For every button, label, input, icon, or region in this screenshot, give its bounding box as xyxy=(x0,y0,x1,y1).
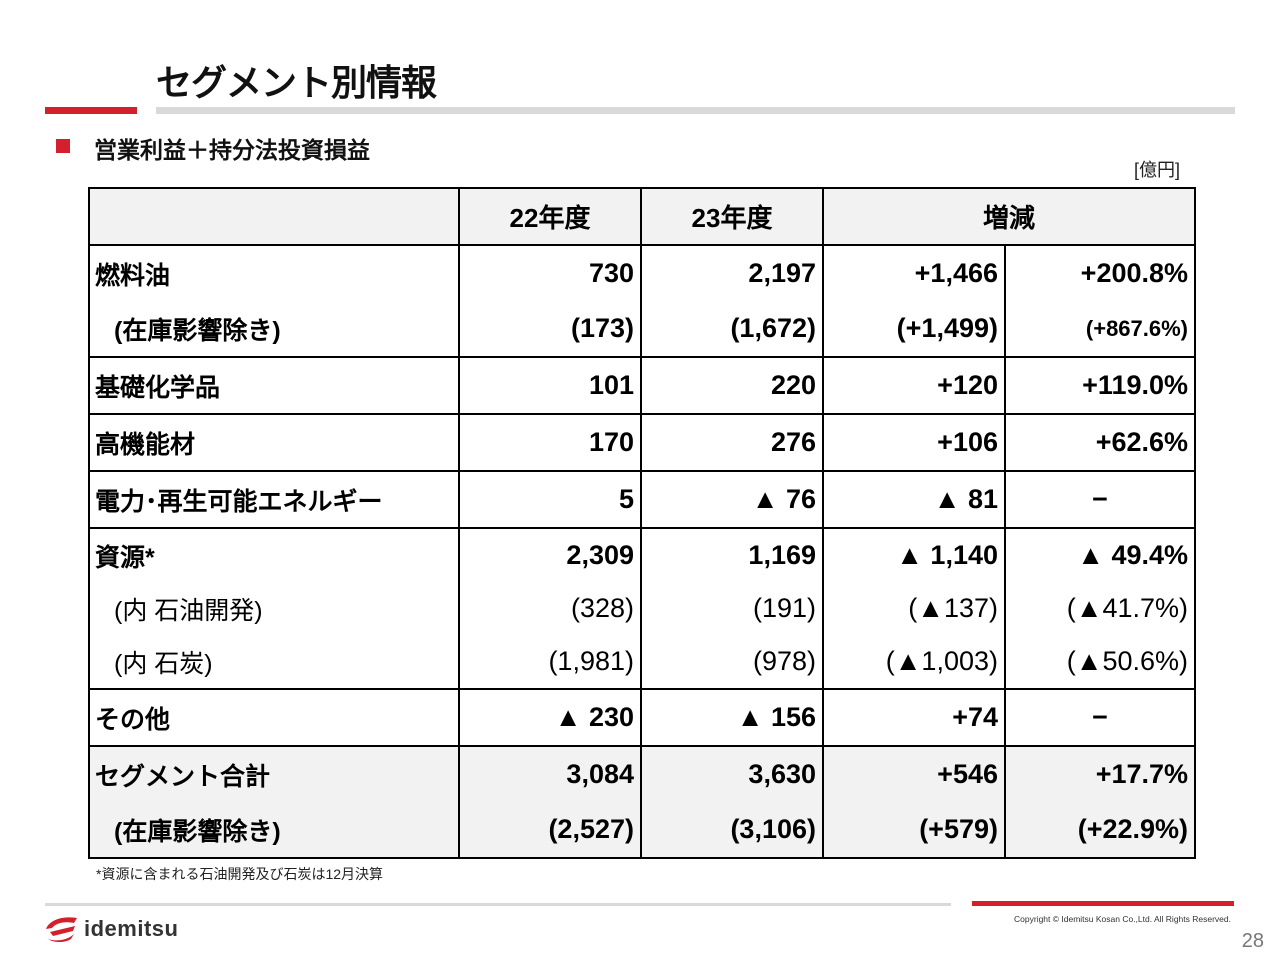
cell-fy23: 2,197 xyxy=(640,244,824,301)
table-row-others: その他 ▲ 230 ▲ 156 +74 − xyxy=(88,688,1197,747)
cell-fy22: 730 xyxy=(458,244,642,301)
row-label: 電力･再生可能エネルギー xyxy=(88,470,460,529)
cell-change: +1,466 xyxy=(822,244,1006,301)
cell-fy23: ▲ 76 xyxy=(640,470,824,529)
row-label: 高機能材 xyxy=(88,413,460,472)
page-title: セグメント別情報 xyxy=(156,62,437,103)
table-header-row: 22年度 23年度 増減 xyxy=(88,187,1197,246)
logo-text: idemitsu xyxy=(84,916,179,941)
cell-change: +120 xyxy=(822,356,1006,415)
cell-fy23: 3,630 xyxy=(640,745,824,802)
cell-change: (+1,499) xyxy=(822,301,1006,358)
table-row-resources: 資源* 2,309 1,169 ▲ 1,140 ▲ 49.4% xyxy=(88,527,1197,582)
section-subtitle: 営業利益＋持分法投資損益 xyxy=(94,137,370,163)
copyright-text: Copyright © Idemitsu Kosan Co.,Ltd. All … xyxy=(1014,914,1231,924)
row-label: (在庫影響除き) xyxy=(88,301,460,358)
cell-fy22: (2,527) xyxy=(458,802,642,859)
table-row-coal: (内 石炭) (1,981) (978) (▲1,003) (▲50.6%) xyxy=(88,635,1197,690)
cell-change-pct: (+867.6%) xyxy=(1003,301,1197,358)
header-blank xyxy=(88,187,460,246)
cell-fy22: (328) xyxy=(458,582,642,635)
table-row-total-excl-inventory: (在庫影響除き) (2,527) (3,106) (+579) (+22.9%) xyxy=(88,802,1197,859)
cell-change-pct: +62.6% xyxy=(1003,413,1197,472)
table-row-fuel-oil: 燃料油 730 2,197 +1,466 +200.8% xyxy=(88,244,1197,301)
cell-fy23: 276 xyxy=(640,413,824,472)
cell-change-pct: (▲41.7%) xyxy=(1003,582,1197,635)
cell-change: +106 xyxy=(822,413,1006,472)
cell-change-pct: +17.7% xyxy=(1003,745,1197,802)
cell-change: (+579) xyxy=(822,802,1006,859)
cell-fy22: ▲ 230 xyxy=(458,688,642,747)
cell-change-pct: ▲ 49.4% xyxy=(1003,527,1197,582)
cell-fy22: 170 xyxy=(458,413,642,472)
cell-fy23: (978) xyxy=(640,635,824,690)
cell-fy23: (191) xyxy=(640,582,824,635)
cell-fy22: 101 xyxy=(458,356,642,415)
cell-fy22: 3,084 xyxy=(458,745,642,802)
row-label: (内 石炭) xyxy=(88,635,460,690)
row-label: (在庫影響除き) xyxy=(88,802,460,859)
table-row-segment-total: セグメント合計 3,084 3,630 +546 +17.7% xyxy=(88,745,1197,802)
page-number: 28 xyxy=(1241,930,1264,952)
idemitsu-logo-icon xyxy=(46,917,77,942)
cell-fy22: 5 xyxy=(458,470,642,529)
footer-accent-bar xyxy=(972,901,1234,906)
row-label: 燃料油 xyxy=(88,244,460,301)
header-change: 増減 xyxy=(821,187,1197,246)
header-fy23: 23年度 xyxy=(640,187,824,246)
cell-fy22: (173) xyxy=(458,301,642,358)
title-accent-bar xyxy=(45,107,137,114)
segment-table: 22年度 23年度 増減 燃料油 730 2,197 +1,466 +200.8… xyxy=(88,187,1197,859)
cell-change-pct: − xyxy=(1003,688,1197,747)
table-row-oil-exploration: (内 石油開発) (328) (191) (▲137) (▲41.7%) xyxy=(88,582,1197,635)
company-logo: idemitsu xyxy=(44,915,178,943)
cell-fy23: 220 xyxy=(640,356,824,415)
bullet-square-icon xyxy=(56,139,70,153)
unit-label: [億円] xyxy=(1133,160,1180,180)
cell-change: (▲137) xyxy=(822,582,1006,635)
footnote: *資源に含まれる石油開発及び石炭は12月決算 xyxy=(96,866,384,882)
cell-fy22: (1,981) xyxy=(458,635,642,690)
cell-fy23: ▲ 156 xyxy=(640,688,824,747)
title-rule xyxy=(156,107,1235,114)
row-label: セグメント合計 xyxy=(88,745,460,802)
footer-rule xyxy=(45,903,951,906)
cell-change: ▲ 81 xyxy=(822,470,1006,529)
cell-change: ▲ 1,140 xyxy=(822,527,1006,582)
cell-change-pct: (▲50.6%) xyxy=(1003,635,1197,690)
table-row-fuel-oil-excl-inventory: (在庫影響除き) (173) (1,672) (+1,499) (+867.6%… xyxy=(88,301,1197,358)
cell-change-pct: (+22.9%) xyxy=(1003,802,1197,859)
cell-fy23: (3,106) xyxy=(640,802,824,859)
header-fy22: 22年度 xyxy=(458,187,642,246)
cell-fy23: (1,672) xyxy=(640,301,824,358)
cell-change: +74 xyxy=(822,688,1006,747)
table-row-basic-chemicals: 基礎化学品 101 220 +120 +119.0% xyxy=(88,356,1197,415)
row-label: (内 石油開発) xyxy=(88,582,460,635)
row-label: その他 xyxy=(88,688,460,747)
row-label: 基礎化学品 xyxy=(88,356,460,415)
cell-fy23: 1,169 xyxy=(640,527,824,582)
table-row-power-renewables: 電力･再生可能エネルギー 5 ▲ 76 ▲ 81 − xyxy=(88,470,1197,529)
cell-change: +546 xyxy=(822,745,1006,802)
cell-change-pct: +200.8% xyxy=(1003,244,1197,301)
table-row-functional-materials: 高機能材 170 276 +106 +62.6% xyxy=(88,413,1197,472)
cell-change-pct: − xyxy=(1003,470,1197,529)
cell-fy22: 2,309 xyxy=(458,527,642,582)
cell-change: (▲1,003) xyxy=(822,635,1006,690)
row-label: 資源* xyxy=(88,527,460,582)
cell-change-pct: +119.0% xyxy=(1003,356,1197,415)
